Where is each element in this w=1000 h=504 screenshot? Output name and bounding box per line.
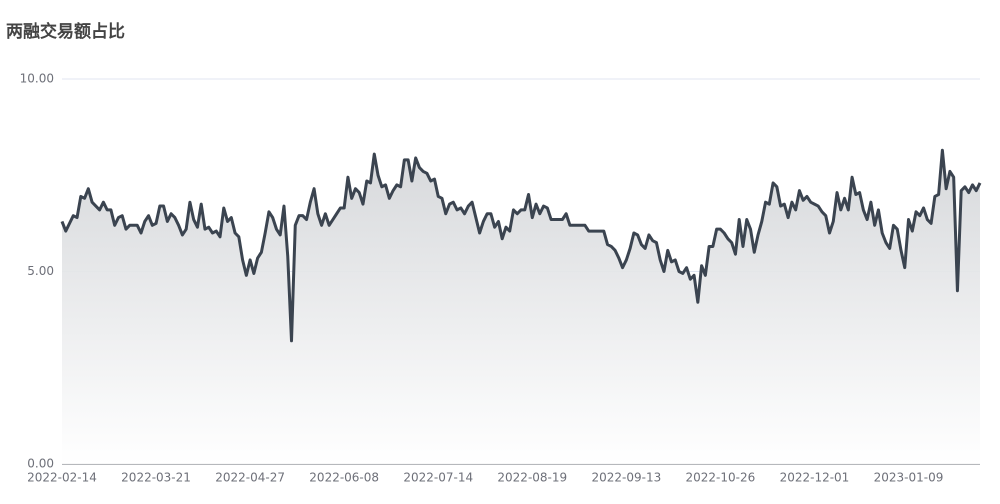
- x-tick-label: 2022-04-27: [215, 471, 285, 485]
- chart-title: 两融交易额占比: [6, 21, 125, 42]
- area: [62, 150, 980, 464]
- x-tick-label: 2022-03-21: [121, 471, 191, 485]
- x-tick-label: 2023-01-09: [874, 471, 944, 485]
- x-tick-label: 2022-10-26: [686, 471, 756, 485]
- x-tick-label: 2022-07-14: [403, 471, 473, 485]
- x-tick-label: 2022-09-13: [591, 471, 661, 485]
- y-tick-label: 5.00: [27, 264, 54, 278]
- y-tick-label: 10.00: [20, 72, 54, 86]
- line: [60, 148, 982, 343]
- x-tick-label: 2022-12-01: [780, 471, 850, 485]
- x-tick-label: 2022-02-14: [27, 471, 97, 485]
- x-tick-label: 2022-06-08: [309, 471, 379, 485]
- x-tick-label: 2022-08-19: [497, 471, 567, 485]
- y-tick-label: 0.00: [27, 457, 54, 471]
